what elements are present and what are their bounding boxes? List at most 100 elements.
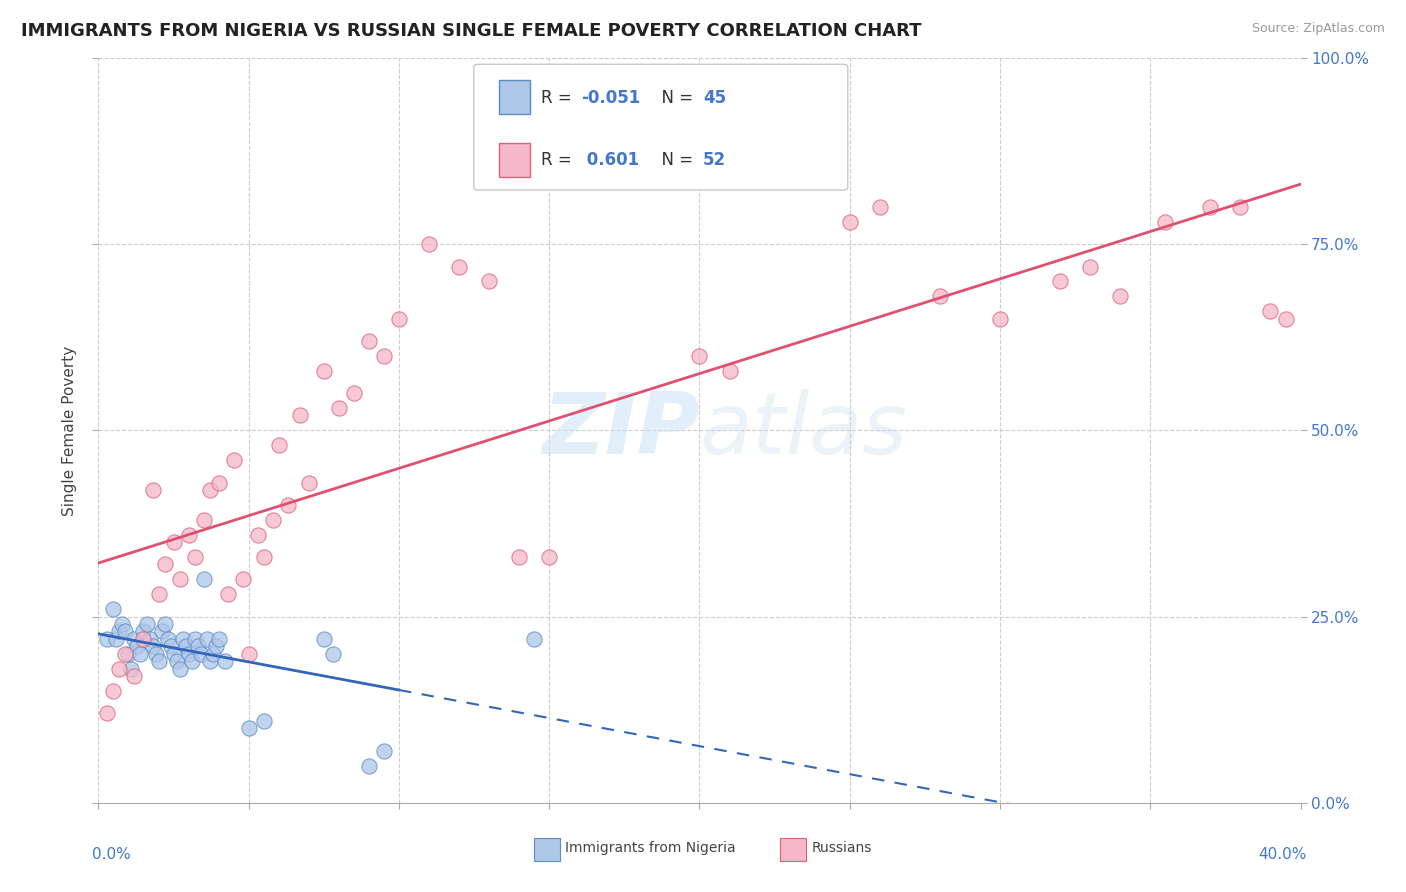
- Point: [1049, 274, 1071, 288]
- Point: [447, 260, 470, 274]
- Point: [114, 647, 136, 661]
- Text: -0.051: -0.051: [581, 89, 640, 107]
- Point: [718, 364, 741, 378]
- Point: [124, 632, 146, 646]
- Point: [523, 632, 546, 646]
- Point: [478, 274, 501, 288]
- Point: [288, 409, 311, 423]
- Point: [103, 602, 125, 616]
- Point: [929, 289, 952, 303]
- Point: [148, 654, 170, 668]
- Text: R =: R =: [541, 89, 578, 107]
- Point: [121, 662, 143, 676]
- Point: [418, 237, 440, 252]
- Point: [96, 706, 118, 721]
- Point: [388, 311, 411, 326]
- Point: [148, 587, 170, 601]
- Point: [328, 401, 350, 415]
- Text: 52: 52: [703, 151, 725, 169]
- Point: [162, 535, 184, 549]
- Point: [246, 527, 269, 541]
- Point: [208, 475, 231, 490]
- Point: [1260, 304, 1282, 318]
- Text: 0.0%: 0.0%: [93, 847, 131, 863]
- Point: [222, 453, 245, 467]
- Point: [180, 654, 202, 668]
- Point: [198, 654, 221, 668]
- Point: [145, 647, 167, 661]
- Point: [141, 640, 163, 654]
- Y-axis label: Single Female Poverty: Single Female Poverty: [62, 345, 77, 516]
- Point: [201, 647, 224, 661]
- Point: [183, 632, 205, 646]
- Point: [217, 587, 239, 601]
- Point: [193, 573, 215, 587]
- Point: [159, 640, 181, 654]
- Point: [190, 647, 212, 661]
- Point: [312, 632, 335, 646]
- Point: [177, 527, 200, 541]
- Point: [322, 647, 344, 661]
- Text: R =: R =: [541, 151, 578, 169]
- Text: Source: ZipAtlas.com: Source: ZipAtlas.com: [1251, 22, 1385, 36]
- Point: [108, 662, 131, 676]
- Point: [688, 349, 710, 363]
- Text: ZIP: ZIP: [541, 389, 699, 472]
- Point: [117, 647, 139, 661]
- Point: [1199, 200, 1222, 214]
- Point: [132, 632, 155, 646]
- Point: [111, 617, 134, 632]
- Point: [114, 624, 136, 639]
- Point: [177, 647, 200, 661]
- Text: N =: N =: [651, 151, 699, 169]
- Point: [253, 549, 276, 564]
- Text: atlas: atlas: [699, 389, 907, 472]
- Point: [312, 364, 335, 378]
- Point: [172, 632, 194, 646]
- Point: [238, 647, 260, 661]
- Point: [357, 334, 380, 348]
- Point: [169, 573, 191, 587]
- Text: 45: 45: [703, 89, 725, 107]
- Point: [124, 669, 146, 683]
- Point: [135, 617, 157, 632]
- Point: [869, 200, 891, 214]
- Point: [153, 617, 176, 632]
- Point: [988, 311, 1011, 326]
- Point: [538, 549, 561, 564]
- Point: [105, 632, 128, 646]
- Point: [183, 549, 205, 564]
- Point: [193, 513, 215, 527]
- Point: [204, 640, 226, 654]
- Point: [1229, 200, 1251, 214]
- Point: [162, 647, 184, 661]
- Text: Immigrants from Nigeria: Immigrants from Nigeria: [565, 841, 735, 855]
- Point: [267, 438, 290, 452]
- Point: [1109, 289, 1132, 303]
- Point: [127, 640, 149, 654]
- Point: [253, 714, 276, 728]
- Point: [169, 662, 191, 676]
- Point: [129, 647, 152, 661]
- Point: [108, 624, 131, 639]
- Text: 40.0%: 40.0%: [1258, 847, 1306, 863]
- Point: [238, 721, 260, 735]
- Point: [150, 624, 173, 639]
- Text: 0.601: 0.601: [581, 151, 638, 169]
- Text: IMMIGRANTS FROM NIGERIA VS RUSSIAN SINGLE FEMALE POVERTY CORRELATION CHART: IMMIGRANTS FROM NIGERIA VS RUSSIAN SINGL…: [21, 22, 921, 40]
- Point: [208, 632, 231, 646]
- Point: [373, 349, 395, 363]
- Point: [153, 558, 176, 572]
- Point: [132, 624, 155, 639]
- Point: [232, 573, 254, 587]
- Point: [277, 498, 299, 512]
- Point: [138, 632, 160, 646]
- Point: [508, 549, 530, 564]
- Point: [174, 640, 197, 654]
- Point: [1274, 311, 1296, 326]
- Point: [373, 744, 395, 758]
- Point: [1154, 215, 1177, 229]
- Point: [1078, 260, 1101, 274]
- Point: [343, 386, 366, 401]
- Point: [103, 684, 125, 698]
